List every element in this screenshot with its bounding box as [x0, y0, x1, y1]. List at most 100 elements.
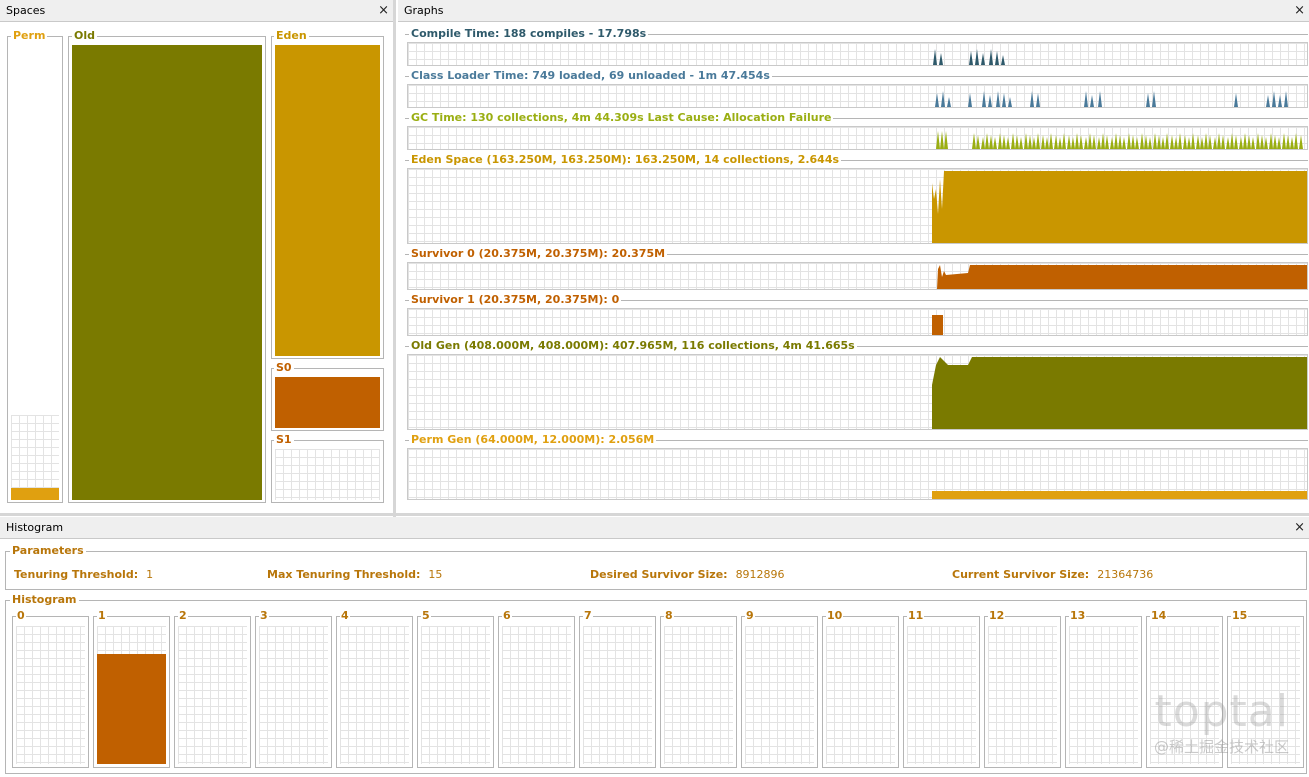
histogram-bin-1: 1	[93, 610, 170, 768]
histogram-bin-bar	[97, 653, 166, 764]
perm-label: Perm	[11, 29, 48, 42]
gc-spike	[1135, 137, 1139, 149]
histogram-bin-7: 7	[579, 610, 656, 768]
histogram-bin-plot	[745, 626, 814, 764]
gc-spike	[1019, 137, 1023, 149]
gc-spike	[936, 131, 940, 149]
histogram-bin-15: 15	[1227, 610, 1304, 768]
histogram-bin-14: 14	[1146, 610, 1223, 768]
gc-spike	[1260, 135, 1264, 149]
histogram-bin-plot	[1069, 626, 1138, 764]
gc-spike	[1251, 137, 1255, 149]
histogram-close-icon[interactable]: ×	[1294, 520, 1305, 535]
current-survivor-size-value: 21364736	[1097, 568, 1154, 581]
gc-spike	[1153, 133, 1157, 149]
desired-survivor-size-label: Desired Survivor Size:	[590, 568, 728, 581]
histogram-bin-plot	[907, 626, 976, 764]
gc-spike	[1243, 133, 1247, 149]
perm-graph-border	[405, 440, 1308, 441]
histogram-bin-5: 5	[417, 610, 494, 768]
gc-spike	[1122, 137, 1126, 149]
max-tenuring-threshold-label: Max Tenuring Threshold:	[267, 568, 421, 581]
juejin-watermark: @稀土掘金技术社区	[1153, 738, 1289, 756]
histogram-bin-plot	[97, 626, 166, 764]
histogram-panel-title: Histogram ×	[0, 517, 1309, 539]
survivor1-area	[932, 315, 943, 335]
s1-space-grid	[275, 449, 380, 500]
histogram-bin-plot	[988, 626, 1057, 764]
gc-spike	[1131, 135, 1135, 149]
gc-spike	[1110, 137, 1114, 149]
gc-spike	[1088, 133, 1092, 149]
histogram-bin-label: 8	[664, 609, 674, 622]
histogram-bin-plot	[826, 626, 895, 764]
horizontal-splitter[interactable]	[0, 513, 1309, 516]
vertical-splitter[interactable]	[393, 0, 396, 517]
gc-spike	[1140, 133, 1144, 149]
compile-time-label: Compile Time: 188 compiles - 17.798s	[409, 27, 649, 40]
desired-survivor-size: Desired Survivor Size: 8912896	[590, 568, 785, 581]
gc-spike	[1084, 137, 1088, 149]
gc-time-spikes	[936, 131, 1303, 149]
histogram-bin-plot	[340, 626, 409, 764]
classloader-graph-border	[405, 76, 1308, 77]
histogram-bin-plot	[502, 626, 571, 764]
old-gen-area	[932, 357, 1307, 429]
gc-spike	[1170, 135, 1174, 149]
histogram-bin-plot	[16, 626, 85, 764]
gc-spike	[1286, 135, 1290, 149]
gc-spike	[976, 135, 980, 149]
gc-spike	[1269, 133, 1273, 149]
s0-space-box	[271, 368, 384, 431]
gc-spike	[1290, 137, 1294, 149]
spaces-panel-title: Spaces ×	[0, 0, 393, 22]
eden-label: Eden	[274, 29, 309, 42]
spaces-close-icon[interactable]: ×	[378, 3, 389, 18]
histogram-bin-plot	[1150, 626, 1219, 764]
tenuring-threshold: Tenuring Threshold: 1	[14, 568, 153, 581]
gc-spike	[1097, 137, 1101, 149]
gc-spike	[1191, 133, 1195, 149]
graphs-close-icon[interactable]: ×	[1294, 3, 1305, 18]
survivor1-label: Survivor 1 (20.375M, 20.375M): 0	[409, 293, 622, 306]
survivor1-graph	[407, 308, 1308, 336]
gc-spike	[1230, 133, 1234, 149]
histogram-bin-plot	[421, 626, 490, 764]
gc-spike	[1105, 135, 1109, 149]
gc-time-label: GC Time: 130 collections, 4m 44.309s Las…	[409, 111, 834, 124]
gc-spike	[1183, 135, 1187, 149]
perm-gen-label: Perm Gen (64.000M, 12.000M): 2.056M	[409, 433, 657, 446]
gc-spike	[1165, 133, 1169, 149]
s1-label: S1	[274, 433, 294, 446]
eden-space-box	[271, 36, 384, 359]
gc-spike	[1217, 133, 1221, 149]
gc-spike	[1157, 135, 1161, 149]
histogram-title: Histogram	[10, 593, 79, 606]
gc-spike	[1006, 137, 1010, 149]
class-loader-time-label: Class Loader Time: 749 loaded, 69 unload…	[409, 69, 772, 82]
current-survivor-size-label: Current Survivor Size:	[952, 568, 1090, 581]
perm-space-box	[7, 36, 63, 503]
gc-spike	[1011, 133, 1015, 149]
histogram-bin-2: 2	[174, 610, 251, 768]
perm-space-fill	[11, 488, 59, 500]
gc-spike	[1204, 133, 1208, 149]
gc-spike	[1144, 135, 1148, 149]
histogram-bin-label: 5	[421, 609, 431, 622]
histogram-panel-title-text: Histogram	[6, 521, 64, 534]
gc-spike	[993, 137, 997, 149]
gc-spike	[985, 133, 989, 149]
histogram-bin-plot	[178, 626, 247, 764]
eden-space-label: Eden Space (163.250M, 163.250M): 163.250…	[409, 153, 842, 166]
gc-spike	[1032, 137, 1036, 149]
survivor0-area	[937, 265, 1307, 289]
histogram-bin-11: 11	[903, 610, 980, 768]
histogram-bin-3: 3	[255, 610, 332, 768]
gc-spike	[1277, 137, 1281, 149]
histogram-bin-12: 12	[984, 610, 1061, 768]
histogram-bin-label: 11	[907, 609, 925, 622]
gc-spike	[1264, 137, 1268, 149]
eden-space-graph	[407, 168, 1308, 244]
gc-spike	[1024, 133, 1028, 149]
gc-spike	[989, 135, 993, 149]
